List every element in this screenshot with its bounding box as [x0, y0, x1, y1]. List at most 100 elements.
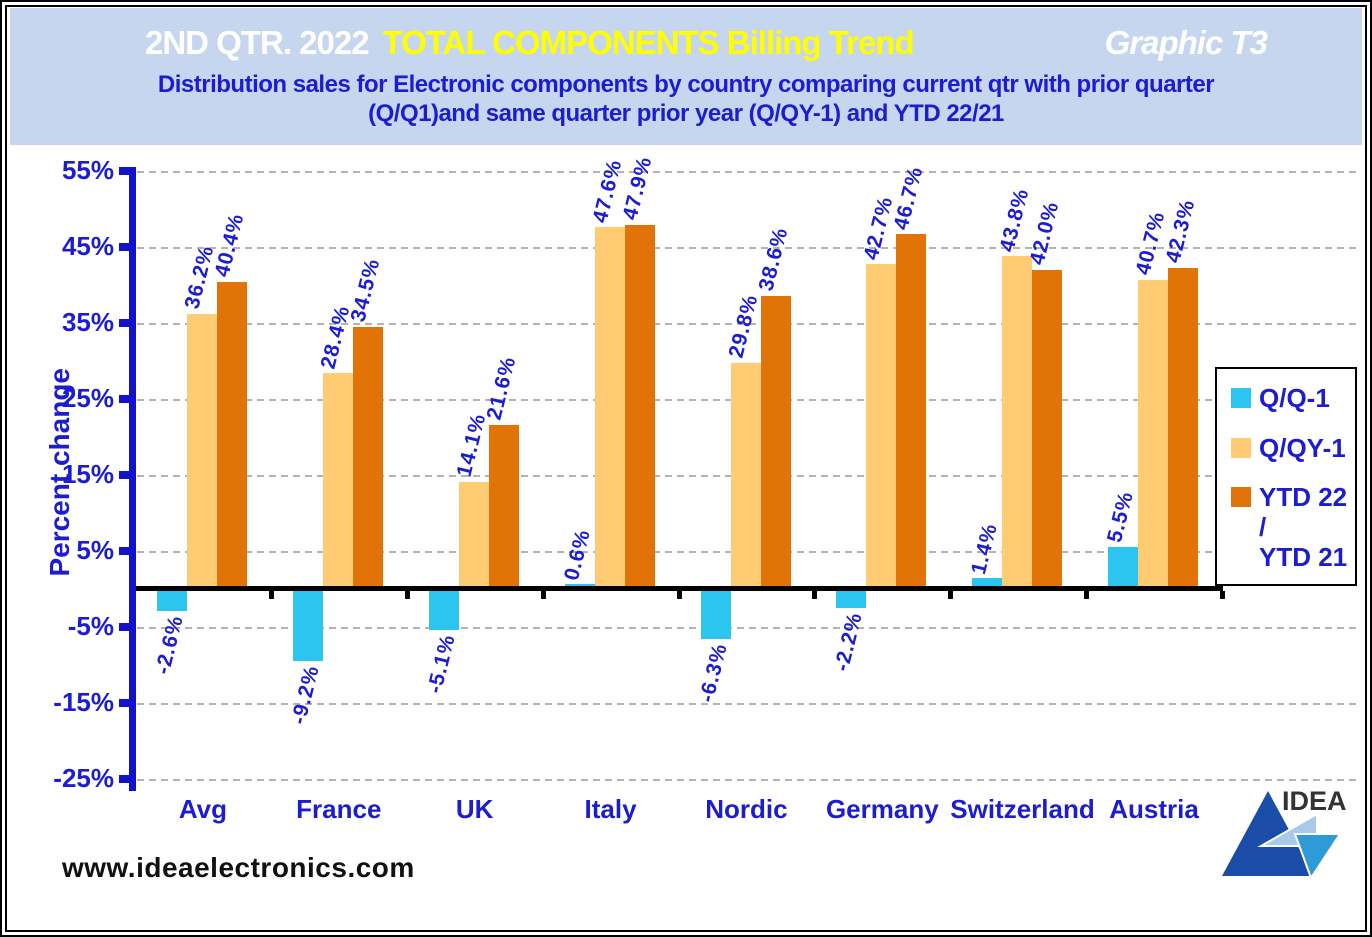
x-tick: [540, 591, 546, 599]
category-label-germany: Germany: [825, 794, 939, 824]
bar-value-label: 34.5%: [346, 256, 385, 325]
y-tick: [119, 623, 131, 631]
bar-ytd-22-ytd-21-avg: [217, 281, 247, 589]
logo-text: IDEA: [1282, 786, 1346, 816]
y-tick: [119, 547, 131, 555]
x-tick: [812, 591, 818, 599]
legend-swatch-qqy1: [1231, 437, 1251, 458]
bar-q-qy-1-italy: [594, 227, 625, 589]
bar-q-q-1-switzerland: [972, 578, 1003, 589]
chart-subtitle-line2: (Q/Q1)and same quarter prior year (Q/QY-…: [368, 100, 1004, 127]
bar-ytd-22-ytd-21-italy: [624, 224, 655, 589]
legend-label: Q/QY-1: [1259, 432, 1346, 463]
x-tick: [1220, 591, 1225, 599]
category-label-france: France: [296, 794, 382, 824]
idea-logo: IDEA: [1222, 786, 1346, 881]
x-tick: [948, 591, 954, 599]
bar-value-label: 5.5%: [1103, 489, 1139, 546]
y-tick-label: 55%: [61, 155, 114, 185]
header-band: 2ND QTR. 2022 TOTAL COMPONENTS Billing T…: [10, 8, 1362, 145]
logo-triangle-mid: [1293, 833, 1342, 881]
bar-q-q-1-avg: [157, 591, 187, 611]
bar-q-qy-1-uk: [458, 481, 489, 589]
x-tick: [404, 591, 410, 599]
bar-q-qy-1-avg: [187, 313, 217, 589]
bar-value-label: 14.1%: [452, 411, 491, 480]
y-tick-label: -25%: [53, 763, 114, 793]
graphic-label: Graphic T3: [1104, 24, 1268, 61]
x-axis-baseline: [130, 586, 1223, 591]
chart-title: 2ND QTR. 2022 TOTAL COMPONENTS Billing T…: [10, 8, 1362, 62]
bar-ytd-22-ytd-21-germany: [896, 234, 927, 589]
website-text: www.ideaelectronics.com: [62, 852, 415, 883]
bar-value-label: 42.7%: [859, 193, 898, 263]
bar-value-label: 36.2%: [180, 243, 219, 312]
bar-q-qy-1-france: [322, 373, 353, 589]
bar-value-label: -2.6%: [151, 612, 188, 677]
y-tick-label: 15%: [61, 459, 114, 489]
bar-value-label: 42.3%: [1161, 197, 1200, 266]
legend-label: Q/Q-1: [1259, 383, 1330, 413]
bar-value-label: 1.4%: [967, 520, 1003, 577]
y-tick: [119, 775, 131, 783]
y-tick-label: -5%: [67, 611, 114, 641]
x-tick: [676, 591, 682, 599]
bar-q-qy-1-switzerland: [1002, 256, 1033, 589]
gridline: [137, 247, 1356, 249]
legend-swatch-qq1: [1231, 388, 1251, 408]
y-tick-label: 5%: [76, 535, 114, 565]
y-tick-label: 45%: [61, 231, 114, 261]
category-label-italy: Italy: [584, 794, 637, 824]
bar-value-label: -9.2%: [286, 662, 324, 727]
legend: Q/Q-1 Q/QY-1 YTD 22 / YTD 21: [1215, 367, 1357, 586]
category-label-nordic: Nordic: [705, 794, 788, 824]
legend-item: Q/Q-1: [1231, 383, 1351, 413]
bar-q-q-1-nordic: [700, 591, 731, 639]
category-label-austria: Austria: [1109, 794, 1199, 824]
gridline: [137, 627, 1356, 629]
title-highlight: TOTAL COMPONENTS Billing Trend: [382, 24, 915, 61]
logo-triangle-dark: [1222, 791, 1314, 876]
bar-q-q-1-uk: [428, 591, 459, 630]
y-tick: [119, 167, 131, 175]
legend-swatch-ytd: [1231, 487, 1251, 507]
bar-ytd-22-ytd-21-austria: [1168, 267, 1199, 589]
bar-value-label: -2.2%: [830, 609, 868, 674]
category-label-switzerland: Switzerland: [950, 794, 1095, 824]
gridline: [137, 171, 1356, 173]
bar-ytd-22-ytd-21-switzerland: [1032, 269, 1063, 589]
bar-value-label: -5.1%: [422, 631, 460, 696]
bar-value-label: 46.7%: [889, 163, 928, 232]
bar-q-q-1-germany: [836, 591, 867, 608]
bar-ytd-22-ytd-21-uk: [488, 424, 519, 589]
y-tick: [119, 699, 131, 707]
chart-subtitle-line1: Distribution sales for Electronic compon…: [157, 71, 1215, 98]
y-tick: [119, 395, 131, 403]
bar-value-label: -6.3%: [694, 640, 732, 705]
legend-label: YTD 22 / YTD 21: [1259, 482, 1348, 572]
category-label-uk: UK: [455, 794, 494, 824]
bar-ytd-22-ytd-21-france: [352, 326, 383, 589]
y-tick: [119, 319, 131, 327]
legend-item: YTD 22 / YTD 21: [1231, 482, 1351, 572]
y-tick: [119, 471, 131, 479]
gridline: [137, 703, 1356, 705]
category-label-avg: Avg: [178, 794, 228, 824]
bar-value-label: 42.0%: [1025, 199, 1064, 268]
y-tick-label: -15%: [53, 687, 114, 717]
bar-value-label: 21.6%: [482, 354, 521, 423]
bar-q-qy-1-austria: [1138, 279, 1169, 589]
bar-q-q-1-austria: [1108, 547, 1139, 589]
bar-value-label: 0.6%: [559, 526, 595, 583]
bar-ytd-22-ytd-21-nordic: [760, 295, 791, 589]
bar-q-qy-1-germany: [866, 264, 897, 589]
y-tick-label: 25%: [61, 383, 114, 413]
bar-q-qy-1-nordic: [730, 362, 761, 589]
y-tick-label: 35%: [61, 307, 114, 337]
y-tick: [119, 243, 131, 251]
y-axis-line: [129, 167, 136, 791]
legend-item: Q/QY-1: [1231, 433, 1351, 463]
title-prefix: 2ND QTR. 2022: [145, 24, 370, 61]
